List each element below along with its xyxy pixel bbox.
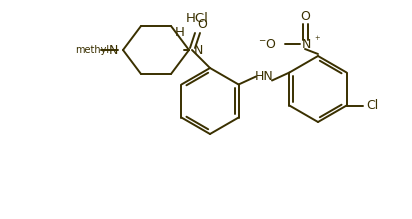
Text: N: N (109, 44, 118, 57)
Text: Cl: Cl (366, 99, 379, 112)
Text: HN: HN (255, 70, 274, 83)
Text: N: N (301, 37, 311, 51)
Text: N: N (194, 44, 204, 57)
Text: HCl: HCl (185, 12, 208, 25)
Text: H: H (175, 25, 185, 39)
Text: $^{-}$O: $^{-}$O (258, 37, 277, 51)
Text: O: O (300, 11, 310, 23)
Text: $^{+}$: $^{+}$ (314, 35, 321, 45)
Text: O: O (197, 18, 207, 30)
Text: methyl: methyl (75, 45, 109, 55)
